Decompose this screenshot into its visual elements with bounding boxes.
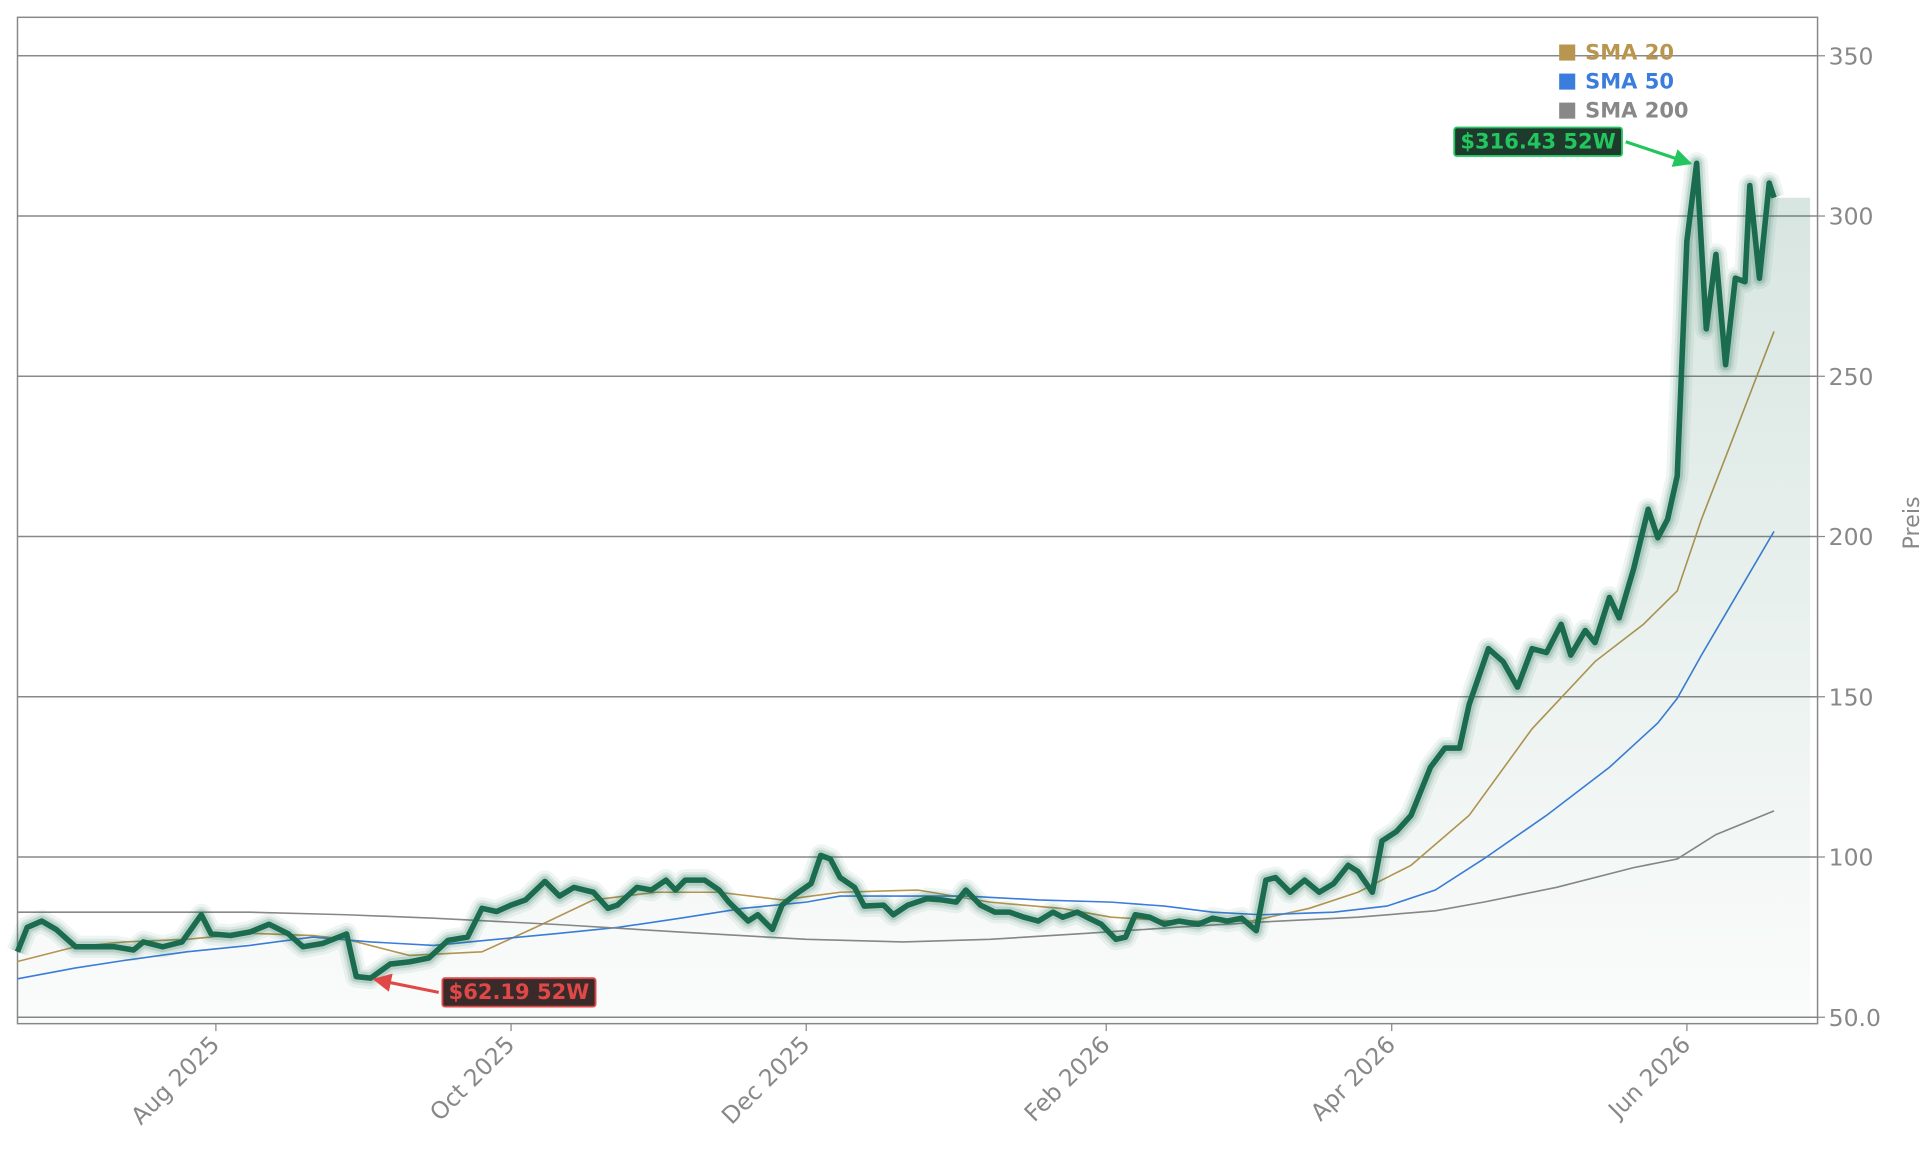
annotation-label: $62.19 52W [449,979,590,1004]
legend-label: SMA 50 [1585,68,1674,93]
x-tick-label: Dec 2025 [716,1030,815,1129]
annotation-box [1453,126,1623,157]
annotation: $316.43 52W [1453,126,1693,167]
legend-label: SMA 20 [1585,39,1674,64]
annotation-arrow [1625,140,1693,167]
x-tick-label: Aug 2025 [125,1030,225,1130]
y-tick-label: 100 [1829,844,1874,872]
y-tick-label: 150 [1829,683,1874,711]
price-area [17,163,1811,1024]
legend-swatch [1559,73,1576,90]
y-tick-label: 50.0 [1829,1004,1881,1032]
y-tick-label: 350 [1829,42,1874,70]
annotation-arrow [372,973,440,994]
x-tick-label: Oct 2025 [424,1030,520,1126]
legend-swatch [1559,102,1576,119]
annotation-box [441,977,597,1008]
x-tick-label: Jun 2026 [1601,1030,1696,1125]
y-tick-label: 250 [1829,363,1874,391]
legend-label: SMA 200 [1585,97,1688,122]
y-tick-label: 300 [1829,203,1874,231]
y-tick-label: 200 [1829,523,1874,551]
y-axis-label: Preis [1899,496,1925,549]
annotation-label: $316.43 52W [1460,129,1615,154]
legend-swatch [1559,44,1576,61]
x-tick-label: Apr 2026 [1305,1030,1401,1126]
annotation: $62.19 52W [372,973,597,1008]
x-tick-label: Feb 2026 [1019,1030,1116,1127]
price-line [14,160,1777,981]
